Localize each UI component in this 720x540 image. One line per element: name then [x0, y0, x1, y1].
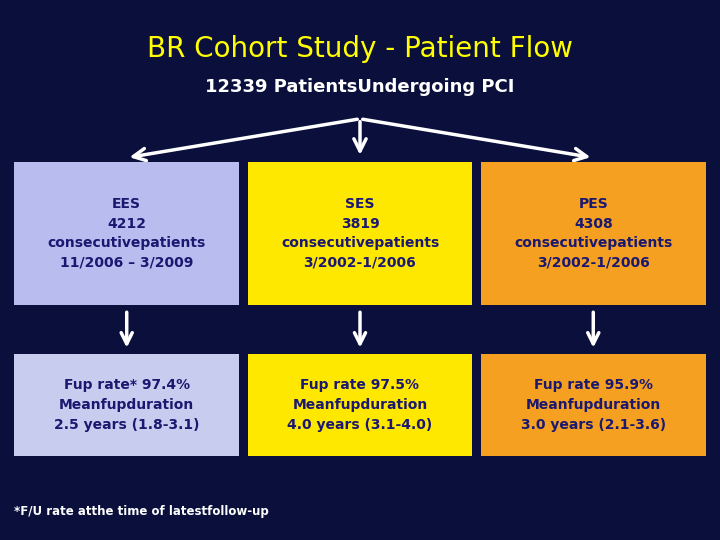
FancyBboxPatch shape: [248, 162, 472, 305]
FancyBboxPatch shape: [14, 354, 239, 456]
Text: Fup rate 97.5%
Meanfupduration
4.0 years (3.1-4.0): Fup rate 97.5% Meanfupduration 4.0 years…: [287, 379, 433, 431]
FancyBboxPatch shape: [14, 162, 239, 305]
FancyBboxPatch shape: [481, 162, 706, 305]
Text: 12339 PatientsUndergoing PCI: 12339 PatientsUndergoing PCI: [205, 78, 515, 96]
Text: PES
4308
consecutivepatients
3/2002-1/2006: PES 4308 consecutivepatients 3/2002-1/20…: [514, 197, 672, 270]
Text: Fup rate 95.9%
Meanfupduration
3.0 years (2.1-3.6): Fup rate 95.9% Meanfupduration 3.0 years…: [521, 379, 666, 431]
Text: SES
3819
consecutivepatients
3/2002-1/2006: SES 3819 consecutivepatients 3/2002-1/20…: [281, 197, 439, 270]
FancyBboxPatch shape: [481, 354, 706, 456]
Text: Fup rate* 97.4%
Meanfupduration
2.5 years (1.8-3.1): Fup rate* 97.4% Meanfupduration 2.5 year…: [54, 379, 199, 431]
FancyBboxPatch shape: [248, 354, 472, 456]
Text: *F/U rate atthe time of latestfollow-up: *F/U rate atthe time of latestfollow-up: [14, 505, 269, 518]
Text: BR Cohort Study - Patient Flow: BR Cohort Study - Patient Flow: [147, 35, 573, 63]
Text: EES
4212
consecutivepatients
11/2006 – 3/2009: EES 4212 consecutivepatients 11/2006 – 3…: [48, 197, 206, 270]
